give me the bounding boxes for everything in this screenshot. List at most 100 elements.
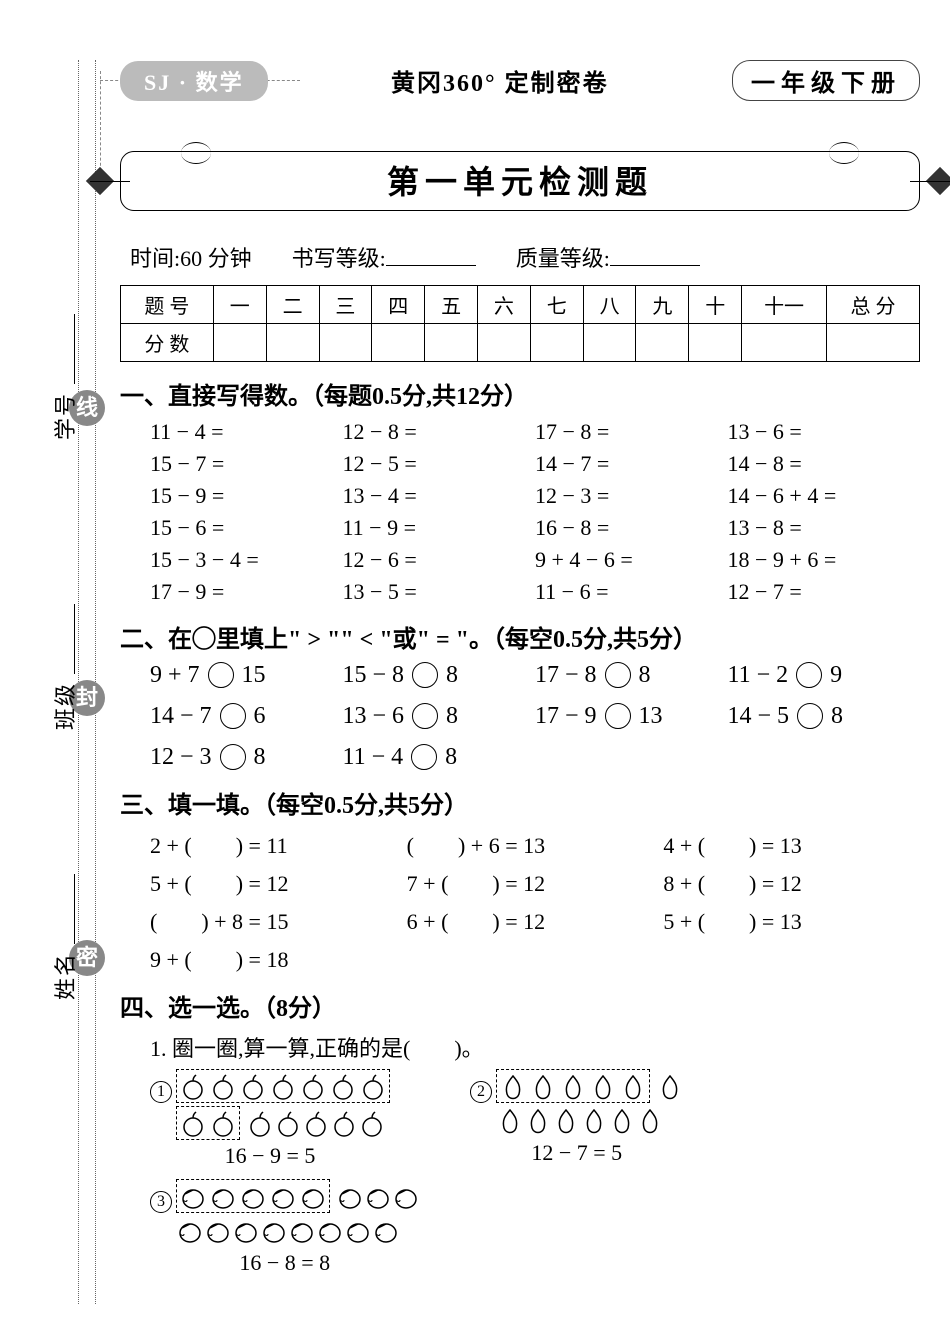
q3-fill: ( ) + 8 = 15 (150, 904, 407, 936)
q2-compare: 14 − 5 8 (728, 703, 921, 730)
score-header-cell: 一 (213, 286, 266, 324)
pear-icon (580, 1106, 608, 1134)
apple-icon (209, 1072, 237, 1100)
apple-icon (329, 1072, 357, 1100)
peach-icon (316, 1216, 344, 1244)
q1-expression: 9 + 4 − 6 = (535, 547, 728, 573)
q1-expression: 14 − 8 = (728, 451, 921, 477)
q2-compare: 11 − 4 8 (343, 744, 536, 771)
score-header-cell: 总 分 (827, 286, 920, 324)
time-label: 时间:60 分钟 (130, 241, 252, 273)
q2-compare: 17 − 8 8 (535, 662, 728, 689)
apple-icon (209, 1109, 237, 1137)
score-header-cell: 七 (530, 286, 583, 324)
peach-icon (209, 1182, 237, 1210)
peach-icon (299, 1182, 327, 1210)
score-cell (689, 324, 742, 362)
side-label-xuehao: 学号 (48, 314, 80, 440)
q2-compare: 15 − 8 8 (343, 662, 536, 689)
q1-expression: 12 − 7 = (728, 579, 921, 605)
q1-expression: 15 − 6 = (150, 515, 343, 541)
q4-equation: 16 − 9 = 5 (150, 1143, 390, 1169)
peach-icon (204, 1216, 232, 1244)
side-label-xingming: 姓名 (48, 874, 80, 1000)
q1-expression: 12 − 5 = (343, 451, 536, 477)
score-cell (213, 324, 266, 362)
quality-grade: 质量等级: (516, 241, 700, 273)
apple-icon (239, 1072, 267, 1100)
q2-compare: 17 − 9 13 (535, 703, 728, 730)
q1-heading: 一、直接写得数。（每题0.5分,共12分） (120, 376, 920, 411)
score-cell (372, 324, 425, 362)
subject-pill: SJ · 数学 (120, 61, 268, 101)
top-band: SJ · 数学 黄冈360° 定制密卷 一年级下册 (120, 60, 920, 101)
score-cell (583, 324, 636, 362)
pear-icon (499, 1072, 527, 1100)
q1-expression: 15 − 3 − 4 = (150, 547, 343, 573)
unit-banner: 第一单元检测题 (120, 151, 920, 211)
q4-sub1: 1. 圈一圈,算一算,正确的是( )。 (150, 1031, 920, 1063)
pear-icon (589, 1072, 617, 1100)
pear-icon (529, 1072, 557, 1100)
grade-pill: 一年级下册 (732, 60, 920, 101)
q1-expression: 15 − 9 = (150, 483, 343, 509)
pear-icon (496, 1106, 524, 1134)
apple-icon (299, 1072, 327, 1100)
q3-fill: 5 + ( ) = 12 (150, 866, 407, 898)
score-header-cell: 十一 (742, 286, 827, 324)
pear-icon (619, 1072, 647, 1100)
apple-icon (179, 1072, 207, 1100)
q3-grid: 2 + ( ) = 11( ) + 6 = 134 + ( ) = 135 + … (120, 828, 920, 974)
score-cell (266, 324, 319, 362)
score-header-cell: 题 号 (121, 286, 214, 324)
peach-icon (344, 1216, 372, 1244)
apple-icon (358, 1109, 386, 1137)
q4-option-3: 3 16 − 8 = 8 (150, 1179, 420, 1276)
q1-expression: 11 − 4 = (150, 419, 343, 445)
apple-icon (179, 1109, 207, 1137)
apple-icon (359, 1072, 387, 1100)
q2-compare: 14 − 7 6 (150, 703, 343, 730)
score-row-label: 分 数 (121, 324, 214, 362)
pear-icon (524, 1106, 552, 1134)
q3-fill: 7 + ( ) = 12 (407, 866, 664, 898)
q1-expression: 13 − 8 = (728, 515, 921, 541)
q1-expression: 14 − 7 = (535, 451, 728, 477)
q3-fill: 5 + ( ) = 13 (663, 904, 920, 936)
peach-icon (176, 1216, 204, 1244)
peach-icon (336, 1182, 364, 1210)
peach-icon (288, 1216, 316, 1244)
q1-expression: 18 − 9 + 6 = (728, 547, 921, 573)
q4-equation: 12 − 7 = 5 (470, 1140, 684, 1166)
score-table: 题 号一二三四五六七八九十十一总 分 分 数 (120, 285, 920, 362)
q1-expression: 11 − 9 = (343, 515, 536, 541)
score-header-cell: 六 (478, 286, 531, 324)
q3-fill: 4 + ( ) = 13 (663, 828, 920, 860)
peach-icon (239, 1182, 267, 1210)
q1-expression: 13 − 4 = (343, 483, 536, 509)
score-cell (530, 324, 583, 362)
score-header-cell: 十 (689, 286, 742, 324)
apple-icon (274, 1109, 302, 1137)
pear-icon (608, 1106, 636, 1134)
q3-fill: 6 + ( ) = 12 (407, 904, 664, 936)
score-header-cell: 三 (319, 286, 372, 324)
q2-grid: 9 + 7 1515 − 8 817 − 8 811 − 2 914 − 7 6… (120, 662, 920, 771)
q4-option-2: 2 12 − 7 = 5 (470, 1069, 684, 1169)
q4-option-1: 1 16 − 9 = 5 (150, 1069, 390, 1169)
q3-heading: 三、填一填。（每空0.5分,共5分） (120, 785, 920, 820)
q1-grid: 11 − 4 =12 − 8 =17 − 8 =13 − 6 =15 − 7 =… (120, 419, 920, 605)
q3-fill: 8 + ( ) = 12 (663, 866, 920, 898)
q1-expression: 13 − 6 = (728, 419, 921, 445)
score-header-cell: 五 (425, 286, 478, 324)
score-cell (478, 324, 531, 362)
q2-compare: 11 − 2 9 (728, 662, 921, 689)
apple-icon (330, 1109, 358, 1137)
banner-title: 第一单元检测题 (120, 151, 920, 211)
apple-icon (302, 1109, 330, 1137)
q1-expression: 16 − 8 = (535, 515, 728, 541)
peach-icon (364, 1182, 392, 1210)
q1-expression: 13 − 5 = (343, 579, 536, 605)
q4-equation: 16 − 8 = 8 (150, 1250, 420, 1276)
q3-fill: ( ) + 6 = 13 (407, 828, 664, 860)
